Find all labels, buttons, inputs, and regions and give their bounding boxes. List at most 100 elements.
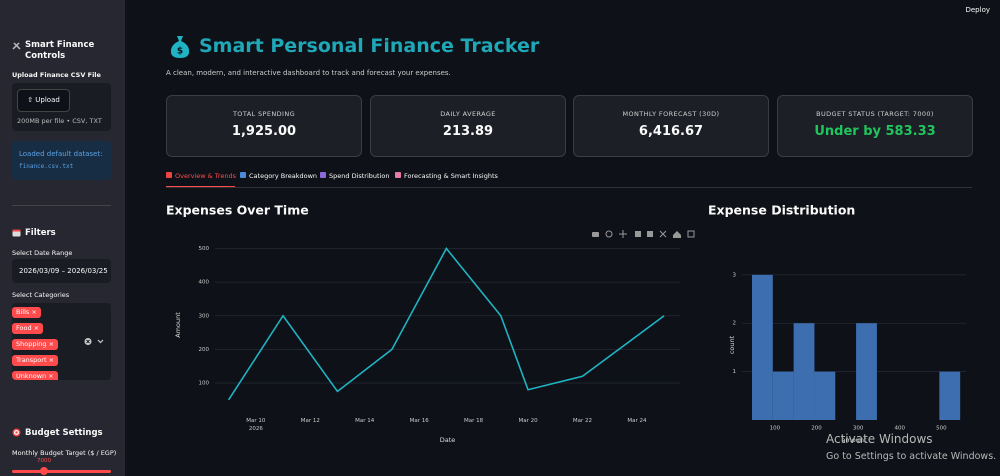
y-tick-label: 100 xyxy=(199,381,210,387)
categories-label: Select Categories xyxy=(12,291,70,299)
tab-divider xyxy=(166,187,972,188)
upload-label: Upload Finance CSV File xyxy=(12,71,101,79)
x-axis-label: Date xyxy=(440,436,456,444)
tab-label: Spend Distribution xyxy=(329,172,390,180)
metric-label: MONTHLY FORECAST (30D) xyxy=(622,110,720,118)
metric-label: TOTAL SPENDING xyxy=(232,110,296,118)
slider-track[interactable] xyxy=(12,470,111,473)
histogram-bar xyxy=(939,371,961,420)
tab-icon xyxy=(166,172,172,178)
metric-card: TOTAL SPENDING 1,925.00 xyxy=(166,95,362,157)
category-tag[interactable]: Transport × xyxy=(12,355,59,366)
tab-icon xyxy=(320,172,326,178)
y-tick-label: 200 xyxy=(199,347,210,353)
slider-thumb[interactable] xyxy=(40,467,48,475)
calendar-icon xyxy=(12,229,21,237)
tab-label: Category Breakdown xyxy=(249,172,318,180)
svg-text:$: $ xyxy=(177,47,183,57)
upload-hint: 200MB per file • CSV, TXT xyxy=(17,117,102,125)
metric-value: 6,416.67 xyxy=(638,124,704,139)
category-tag-label: Food xyxy=(16,324,32,332)
y-tick-label: 500 xyxy=(199,246,210,252)
multiselect-controls xyxy=(84,338,104,345)
upload-button[interactable]: ⇧ Upload xyxy=(17,89,70,112)
y-tick-label: 400 xyxy=(199,280,210,286)
tab-icon xyxy=(395,172,401,178)
tab-icon xyxy=(240,172,246,178)
modebar xyxy=(592,230,695,238)
tab[interactable]: Forecasting & Smart Insights xyxy=(395,172,498,180)
category-tag[interactable]: Shopping × xyxy=(12,339,59,350)
metric-value: Under by 583.33 xyxy=(814,124,936,139)
tab-label: Overview & Trends xyxy=(175,172,236,180)
info-box xyxy=(12,141,111,180)
category-tag[interactable]: Unknown × xyxy=(12,371,58,380)
money-bag-icon: $ xyxy=(170,36,190,58)
histogram-bar xyxy=(856,323,877,420)
tab-label: Forecasting & Smart Insights xyxy=(404,172,498,180)
histogram-bar xyxy=(772,371,794,420)
metric-label: BUDGET STATUS (TARGET: 7000) xyxy=(816,110,934,118)
info-file: finance.csv.txt xyxy=(19,163,74,170)
sidebar: Smart Finance Controls Upload Finance CS… xyxy=(0,0,125,476)
slider-value: 7000 xyxy=(37,458,51,464)
budget-title: Budget Settings xyxy=(25,428,103,438)
x-tick-label: 300 xyxy=(853,426,864,432)
y-axis-label: count xyxy=(728,335,736,354)
date-label: Select Date Range xyxy=(12,249,73,257)
charts: Expenses Over Time 100 200 300 400 500 Mar 10 2… xyxy=(166,203,966,444)
category-tag[interactable]: Bills × xyxy=(12,307,41,318)
x-tick-label: 500 xyxy=(936,426,947,432)
histogram-bar xyxy=(793,323,815,420)
line-series xyxy=(227,247,665,401)
category-tag-label: Transport xyxy=(16,356,47,364)
tab[interactable]: Spend Distribution xyxy=(320,172,389,180)
metric-card: MONTHLY FORECAST (30D) 6,416.67 xyxy=(573,95,769,157)
page-title: Smart Personal Finance Tracker xyxy=(199,35,540,57)
y-axis-label: Amount xyxy=(174,312,182,338)
info-message: Loaded default dataset: xyxy=(19,150,103,158)
tab[interactable]: Overview & Trends xyxy=(166,172,236,180)
watermark-title: Activate Windows xyxy=(826,432,933,446)
histogram-bar xyxy=(751,274,773,420)
y-tick-label: 300 xyxy=(199,313,210,319)
upload-button-label: Upload xyxy=(35,96,60,104)
page-subtitle: A clean, modern, and interactive dashboa… xyxy=(166,69,451,77)
x-tick-label: Mar 22 xyxy=(573,418,592,424)
y-tick-label: 2 xyxy=(733,321,737,327)
x-tick-label: Mar 16 xyxy=(410,418,430,424)
x-tick-label: 100 xyxy=(770,426,781,432)
tab[interactable]: Category Breakdown xyxy=(240,172,317,180)
metric-value: 213.89 xyxy=(442,124,494,139)
chart-title: Expense Distribution xyxy=(708,203,855,218)
category-tag-label: Shopping xyxy=(16,340,47,348)
category-tag-label: Bills xyxy=(16,308,30,316)
x-tick-label: Mar 12 xyxy=(301,418,320,424)
y-tick-label: 3 xyxy=(733,272,737,278)
deploy-button[interactable]: Deploy xyxy=(965,6,990,14)
x-axis-label: amount xyxy=(841,436,867,444)
sidebar-title: Smart Finance Controls xyxy=(25,40,95,61)
x-tick-label: Mar 24 xyxy=(627,418,647,424)
metric-card: BUDGET STATUS (TARGET: 7000) Under by 583… xyxy=(777,95,973,157)
target-icon xyxy=(12,428,21,437)
tools-icon xyxy=(12,42,21,50)
x-tick-label: Mar 10 2026 xyxy=(246,418,266,432)
chart-title: Expenses Over Time xyxy=(166,203,309,218)
watermark-text: Go to Settings to activate Windows. xyxy=(826,451,997,462)
budget-label: Monthly Budget Target ($ / EGP) xyxy=(12,449,117,457)
filters-title: Filters xyxy=(25,228,56,238)
date-input[interactable]: 2026/03/09 – 2026/03/25 xyxy=(12,259,111,283)
x-tick-label: Mar 14 xyxy=(355,418,375,424)
metric-card: DAILY AVERAGE 213.89 xyxy=(370,95,566,157)
metric-label: DAILY AVERAGE xyxy=(440,110,496,118)
category-multiselect[interactable]: Bills × Food × Shopping × Transport × Unknow… xyxy=(12,303,111,380)
x-tick-label: 200 xyxy=(811,426,822,432)
y-tick-label: 1 xyxy=(733,369,737,375)
histogram-bar xyxy=(814,371,836,420)
category-tag[interactable]: Food × xyxy=(12,323,44,334)
divider xyxy=(12,205,111,206)
x-tick-label: Mar 18 xyxy=(464,418,484,424)
x-tick-label: Mar 20 xyxy=(518,418,538,424)
